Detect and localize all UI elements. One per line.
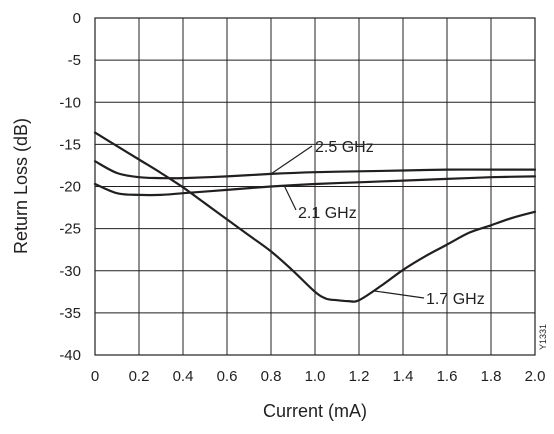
series-lines xyxy=(93,131,537,303)
series-line-1-7ghz xyxy=(93,131,537,303)
y-tick-label: 0 xyxy=(73,10,81,27)
figure-id: Y1331 xyxy=(538,324,548,350)
y-tick-label: -15 xyxy=(59,136,81,153)
x-tick-label: 0 xyxy=(91,368,99,385)
x-tick-label: 2.0 xyxy=(525,368,546,385)
series-label-2-5ghz: 2.5 GHz xyxy=(315,139,374,156)
series-line-2-1ghz xyxy=(93,175,537,197)
x-tick-label: 1.2 xyxy=(349,368,370,385)
y-tick-label: -25 xyxy=(59,221,81,238)
x-tick-label: 0.4 xyxy=(173,368,194,385)
tick-labels: 0 0.2 0.4 0.6 0.8 1.0 1.2 1.4 1.6 1.8 2.0 0 -5 -10 -15… xyxy=(59,10,545,385)
x-tick-label: 1.0 xyxy=(305,368,326,385)
y-tick-label: -10 xyxy=(59,94,81,111)
x-tick-label: 1.8 xyxy=(481,368,502,385)
leader-2-5ghz xyxy=(270,145,313,175)
series-label-1-7ghz: 1.7 GHz xyxy=(426,291,485,308)
x-tick-label: 1.6 xyxy=(437,368,458,385)
series-line-2-5ghz xyxy=(93,160,537,180)
leader-1-7ghz xyxy=(374,290,425,299)
y-tick-label: -20 xyxy=(59,179,81,196)
grid xyxy=(94,17,536,356)
y-axis-label: Return Loss (dB) xyxy=(11,118,31,254)
x-tick-label: 0.8 xyxy=(261,368,282,385)
series-leaders xyxy=(270,145,425,299)
y-tick-label: -35 xyxy=(59,305,81,322)
x-tick-label: 0.6 xyxy=(217,368,238,385)
x-tick-label: 0.2 xyxy=(129,368,150,385)
y-tick-label: -5 xyxy=(68,52,81,69)
leader-2-1ghz xyxy=(283,185,297,211)
plot-frame xyxy=(94,17,536,356)
x-tick-label: 1.4 xyxy=(393,368,414,385)
y-tick-label: -30 xyxy=(59,263,81,280)
y-tick-label: -40 xyxy=(59,347,81,364)
x-axis-label: Current (mA) xyxy=(263,401,367,421)
series-label-2-1ghz: 2.1 GHz xyxy=(298,205,357,222)
